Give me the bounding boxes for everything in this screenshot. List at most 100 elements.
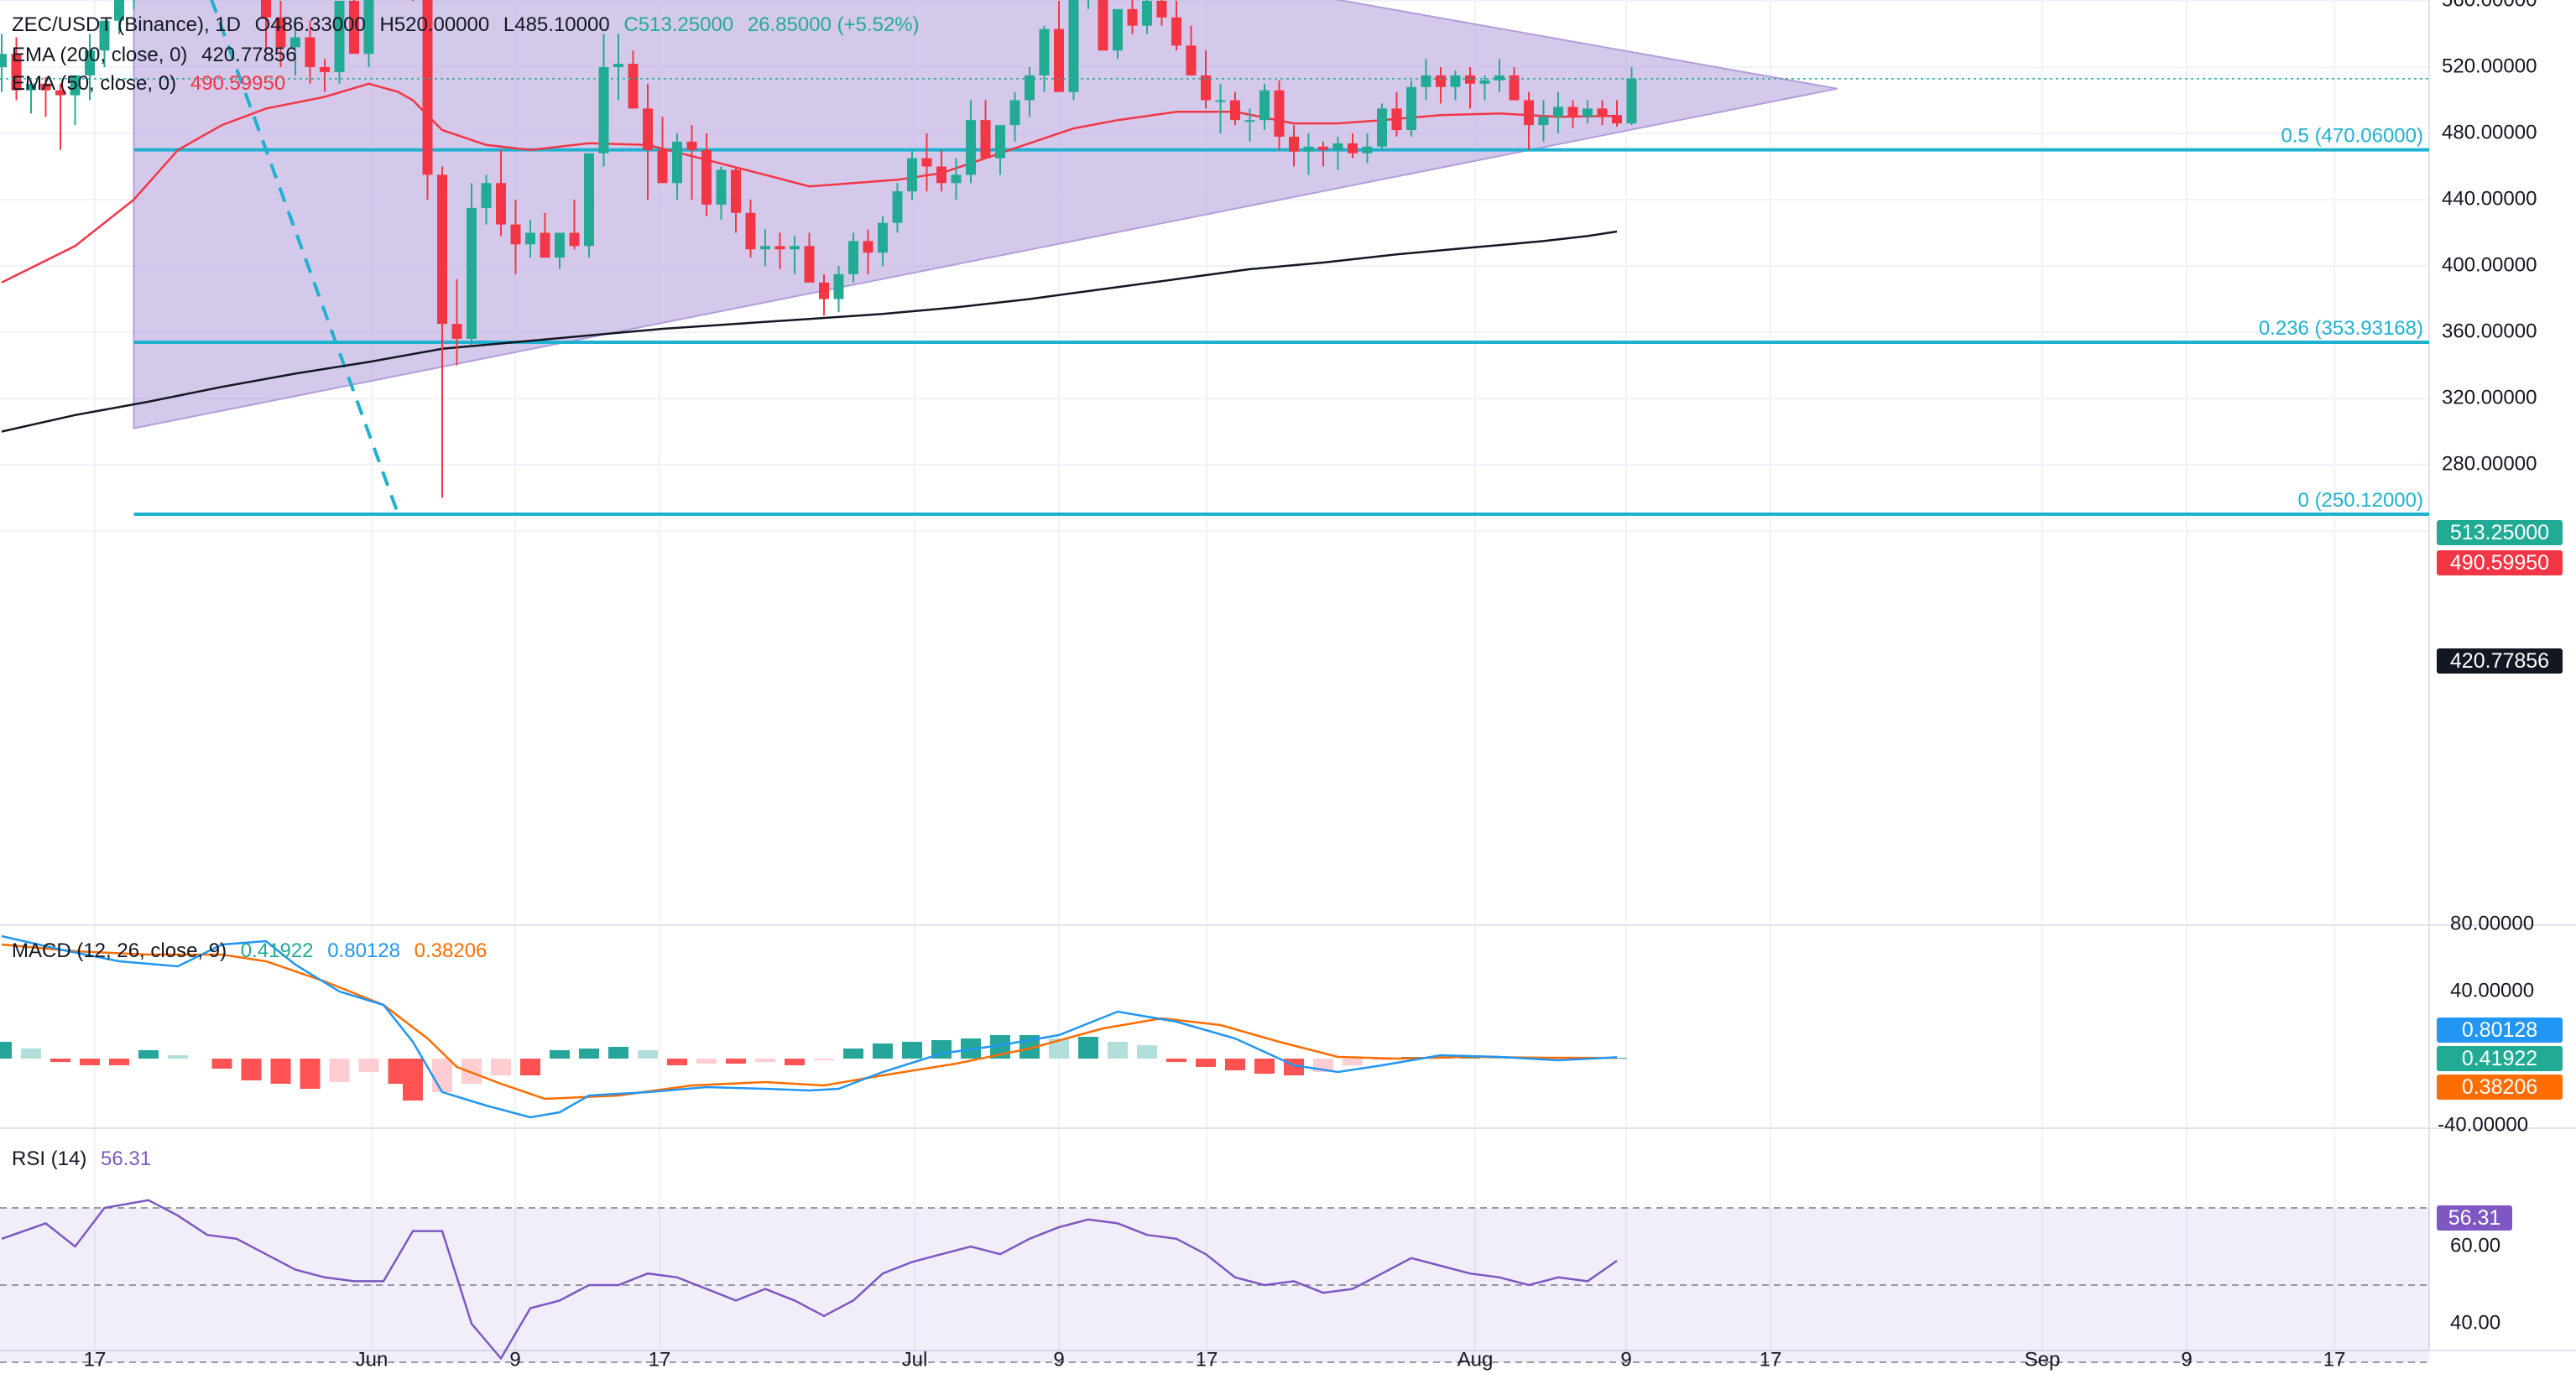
price-tick-label: 360.00000 <box>2442 320 2537 342</box>
candle-body <box>936 166 946 184</box>
macd-histogram-bar <box>1166 1059 1186 1062</box>
candle-body <box>1025 75 1035 101</box>
macd-value: 0.80128 <box>327 939 400 962</box>
macd-histogram-bar <box>461 1059 482 1084</box>
candle-body <box>1098 0 1108 51</box>
macd-histogram-bar <box>1254 1059 1275 1074</box>
candle-body <box>966 120 976 175</box>
candle-body <box>790 246 800 250</box>
candle-body <box>848 241 858 274</box>
candle-body <box>70 75 81 96</box>
candle-body <box>1612 115 1622 124</box>
macd-histogram-bar <box>814 1059 834 1060</box>
ema50-label: EMA (50, close, 0) <box>12 72 177 95</box>
candle-body <box>951 174 962 184</box>
macd-hist-value: 0.41922 <box>240 939 314 962</box>
candle-body <box>584 153 594 247</box>
macd-histogram-bar <box>785 1059 805 1065</box>
last-price-badge: 513.25000 <box>2437 520 2563 545</box>
macd-histogram-bar <box>608 1047 628 1059</box>
candle-body <box>349 1 359 55</box>
triangle-area <box>133 0 1838 429</box>
macd-histogram-bar <box>755 1059 775 1062</box>
candle-body <box>672 141 682 184</box>
macd-histogram-bar <box>1225 1059 1245 1070</box>
candle-body <box>55 90 65 96</box>
macd-histogram-bar <box>1078 1037 1098 1059</box>
candle-body <box>643 108 653 150</box>
rsi-badge: 56.31 <box>2437 1205 2512 1231</box>
macd-histogram-bar <box>21 1049 41 1059</box>
macd-histogram-bar <box>1108 1042 1128 1059</box>
candle-body <box>701 149 712 205</box>
candle-body <box>1009 100 1020 126</box>
macd-histogram-bar <box>168 1055 188 1059</box>
candle-body <box>863 241 873 253</box>
macd-histogram-bar <box>1137 1045 1157 1059</box>
candle-body <box>1553 107 1563 117</box>
candle-body <box>496 183 506 225</box>
macd-histogram-bar <box>0 1042 12 1059</box>
fib-level-label: 0.236 (353.93168) <box>2259 317 2423 340</box>
candle-body <box>716 169 727 205</box>
candle-body <box>555 232 565 258</box>
ema-lines <box>1 82 1618 433</box>
candle-body <box>1436 75 1446 87</box>
candle-body <box>290 37 300 48</box>
candle-body <box>26 83 36 91</box>
symmetrical-triangle <box>133 0 1838 429</box>
candle-body <box>1039 29 1050 75</box>
candle-body <box>1509 75 1520 101</box>
candle-body <box>1244 120 1255 122</box>
low-value: L485.10000 <box>503 13 610 36</box>
macd-signal-value: 0.38206 <box>414 939 488 962</box>
candle-body <box>1318 146 1328 150</box>
price-tick-label: 520.00000 <box>2442 55 2537 77</box>
symbol-label: ZEC/USDT (Binance), 1D <box>12 13 241 36</box>
price-tick-label: 440.00000 <box>2442 187 2537 210</box>
time-tick-label: 9 <box>1620 1348 1631 1371</box>
candle-body <box>363 0 374 55</box>
candle-body <box>540 232 550 258</box>
ema200-line <box>1 230 1618 433</box>
time-tick-label: Jul <box>902 1348 928 1371</box>
candle-body <box>1377 108 1387 147</box>
candle-body <box>114 0 124 21</box>
macd-histogram-bar <box>873 1043 893 1059</box>
time-tick-label: 9 <box>2181 1348 2192 1371</box>
candle-body <box>40 83 51 91</box>
candle-body <box>1479 80 1490 84</box>
ema200-legend: EMA (200, close, 0) 420.77856 <box>12 44 305 67</box>
header-legend: ZEC/USDT (Binance), 1D O486.33000 H520.0… <box>12 13 928 37</box>
candle-body <box>921 158 932 167</box>
time-tick-label: Aug <box>1457 1348 1494 1371</box>
rsi-value: 56.31 <box>101 1148 152 1170</box>
macd-histogram-bar <box>1343 1059 1363 1065</box>
high-value: H520.00000 <box>379 13 490 36</box>
candle-body <box>760 246 770 250</box>
candle-body <box>11 54 22 91</box>
candle-body <box>510 224 521 245</box>
candle-body <box>774 246 785 250</box>
macd-pane <box>0 934 1627 1119</box>
macd-histogram-bar <box>403 1059 423 1101</box>
macd-histogram-bar <box>931 1040 952 1059</box>
macd-legend: MACD (12, 26, close, 9) 0.41922 0.80128 … <box>12 939 495 963</box>
macd-histogram-bar <box>667 1059 687 1065</box>
macd-histogram-bar <box>80 1059 100 1065</box>
candle-body <box>1538 117 1549 126</box>
macd-histogram-bar <box>902 1042 922 1059</box>
ema200-badge: 420.77856 <box>2437 648 2563 674</box>
macd-signal-badge: 0.38206 <box>2437 1075 2563 1100</box>
time-tick-label: 9 <box>1053 1348 1064 1371</box>
candle-body <box>1054 29 1064 92</box>
candle-body <box>1289 136 1299 152</box>
macd-histogram-bar <box>50 1059 70 1062</box>
macd-histogram-bar <box>696 1059 717 1064</box>
macd-histogram-bar <box>520 1059 540 1075</box>
fib-level-label: 0 (250.12000) <box>2298 489 2423 512</box>
time-tick-label: 17 <box>1196 1348 1218 1371</box>
candle-body <box>1156 1 1167 18</box>
time-tick-label: 17 <box>2323 1348 2346 1371</box>
